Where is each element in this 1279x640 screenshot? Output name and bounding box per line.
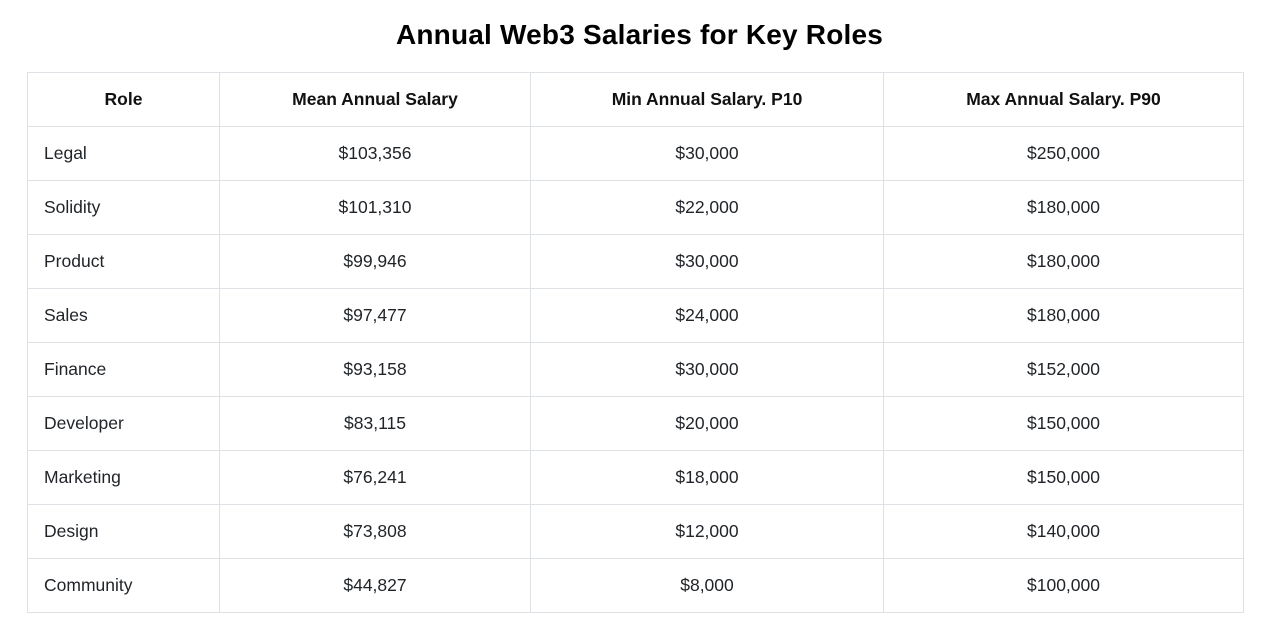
cell-min-salary: $12,000 xyxy=(530,504,884,559)
cell-mean-salary: $103,356 xyxy=(219,126,531,181)
cell-role: Finance xyxy=(27,342,220,397)
cell-min-salary: $30,000 xyxy=(530,342,884,397)
cell-role: Developer xyxy=(27,396,220,451)
table-row: Developer $83,115 $20,000 $150,000 xyxy=(27,396,1244,451)
cell-min-salary: $24,000 xyxy=(530,288,884,343)
cell-mean-salary: $83,115 xyxy=(219,396,531,451)
table-row: Finance $93,158 $30,000 $152,000 xyxy=(27,342,1244,397)
cell-mean-salary: $44,827 xyxy=(219,558,531,613)
table-row: Solidity $101,310 $22,000 $180,000 xyxy=(27,180,1244,235)
cell-min-salary: $8,000 xyxy=(530,558,884,613)
cell-min-salary: $20,000 xyxy=(530,396,884,451)
cell-mean-salary: $93,158 xyxy=(219,342,531,397)
column-header-min-salary-p10: Min Annual Salary. P10 xyxy=(530,72,884,127)
cell-mean-salary: $101,310 xyxy=(219,180,531,235)
cell-min-salary: $22,000 xyxy=(530,180,884,235)
header-row: Role Mean Annual Salary Min Annual Salar… xyxy=(27,72,1244,127)
column-header-role: Role xyxy=(27,72,220,127)
table-header: Role Mean Annual Salary Min Annual Salar… xyxy=(27,72,1244,127)
cell-max-salary: $180,000 xyxy=(883,180,1244,235)
cell-role: Sales xyxy=(27,288,220,343)
cell-max-salary: $180,000 xyxy=(883,288,1244,343)
cell-mean-salary: $97,477 xyxy=(219,288,531,343)
cell-min-salary: $30,000 xyxy=(530,234,884,289)
cell-role: Community xyxy=(27,558,220,613)
cell-max-salary: $180,000 xyxy=(883,234,1244,289)
cell-role: Design xyxy=(27,504,220,559)
cell-max-salary: $152,000 xyxy=(883,342,1244,397)
cell-max-salary: $100,000 xyxy=(883,558,1244,613)
cell-role: Marketing xyxy=(27,450,220,505)
cell-max-salary: $150,000 xyxy=(883,396,1244,451)
table-row: Community $44,827 $8,000 $100,000 xyxy=(27,558,1244,613)
salary-table: Role Mean Annual Salary Min Annual Salar… xyxy=(27,72,1244,613)
cell-min-salary: $18,000 xyxy=(530,450,884,505)
cell-role: Product xyxy=(27,234,220,289)
page-title: Annual Web3 Salaries for Key Roles xyxy=(395,19,884,50)
column-header-mean-salary: Mean Annual Salary xyxy=(219,72,531,127)
table-body: Legal $103,356 $30,000 $250,000 Solidity $101… xyxy=(27,126,1244,613)
table-row: Product $99,946 $30,000 $180,000 xyxy=(27,234,1244,289)
table-row: Design $73,808 $12,000 $140,000 xyxy=(27,504,1244,559)
column-header-max-salary-p90: Max Annual Salary. P90 xyxy=(883,72,1244,127)
cell-max-salary: $250,000 xyxy=(883,126,1244,181)
cell-mean-salary: $73,808 xyxy=(219,504,531,559)
table-row: Sales $97,477 $24,000 $180,000 xyxy=(27,288,1244,343)
cell-max-salary: $150,000 xyxy=(883,450,1244,505)
cell-min-salary: $30,000 xyxy=(530,126,884,181)
cell-max-salary: $140,000 xyxy=(883,504,1244,559)
table-row: Legal $103,356 $30,000 $250,000 xyxy=(27,126,1244,181)
cell-role: Solidity xyxy=(27,180,220,235)
cell-role: Legal xyxy=(27,126,220,181)
cell-mean-salary: $76,241 xyxy=(219,450,531,505)
table-row: Marketing $76,241 $18,000 $150,000 xyxy=(27,450,1244,505)
cell-mean-salary: $99,946 xyxy=(219,234,531,289)
